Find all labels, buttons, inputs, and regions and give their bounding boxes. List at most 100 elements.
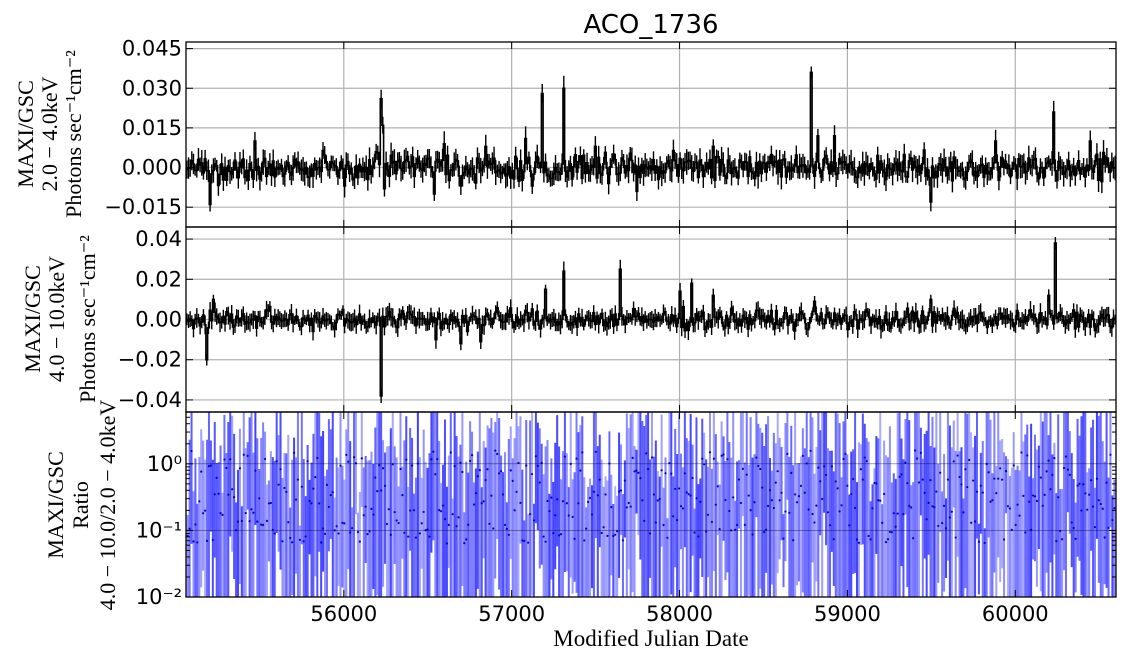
ratio-point [217, 492, 220, 495]
ratio-point [188, 527, 191, 530]
ratio-point [925, 518, 928, 521]
ratio-point [236, 520, 240, 523]
ratio-point [203, 509, 207, 512]
ratio-point [221, 513, 224, 516]
ratio-point [643, 519, 646, 523]
x-axis-label: Modified Julian Date [553, 626, 748, 651]
ratio-point [323, 532, 327, 535]
ratio-point [883, 492, 886, 496]
ratio-point [714, 503, 717, 506]
ratio-point [747, 494, 750, 497]
ratio-point [979, 484, 982, 487]
ratio-point [372, 513, 375, 516]
ratio-point [896, 512, 899, 515]
ratio-point [964, 468, 967, 471]
ratio-point [921, 478, 924, 481]
light-curve-line [186, 242, 1116, 397]
ratio-point [517, 461, 520, 465]
ratio-point [474, 492, 478, 495]
ylabel-soft-line2: 2.0 − 4.0keV [37, 76, 62, 191]
ratio-point [1072, 526, 1075, 530]
y-tick-label: 10⁻¹ [136, 518, 182, 542]
ratio-point [267, 502, 271, 505]
ratio-point [1008, 507, 1011, 510]
ratio-point [296, 478, 300, 481]
ratio-point [944, 527, 948, 530]
ratio-point [351, 527, 354, 530]
ratio-point [494, 449, 497, 452]
ratio-point [635, 469, 638, 472]
ratio-point [724, 498, 727, 502]
ratio-point [823, 465, 826, 468]
ratio-point [565, 502, 568, 505]
ratio-point [554, 514, 557, 517]
ratio-point [768, 489, 772, 492]
ratio-point [587, 500, 590, 504]
ratio-point [320, 541, 323, 544]
ratio-point [646, 468, 650, 471]
ratio-point [211, 538, 214, 542]
ratio-point [337, 532, 340, 535]
ratio-point [441, 504, 445, 507]
ratio-point [1090, 479, 1093, 482]
ratio-point [610, 506, 613, 509]
ratio-point [202, 512, 205, 515]
ratio-point [298, 538, 301, 541]
ratio-point [1091, 505, 1095, 508]
ratio-point [621, 539, 625, 542]
ratio-point [679, 505, 683, 508]
ratio-point [461, 470, 464, 474]
ratio-point [993, 477, 996, 480]
ratio-point [614, 533, 617, 536]
ratio-point [523, 539, 526, 542]
ratio-point [583, 539, 586, 542]
ratio-point [1082, 483, 1085, 486]
ratio-point [879, 499, 882, 502]
ratio-point [759, 467, 762, 471]
ratio-point [501, 493, 505, 496]
ratio-point [387, 508, 390, 511]
ratio-point [1002, 538, 1006, 541]
ratio-point [877, 499, 880, 502]
ratio-point [821, 497, 824, 501]
ratio-point [225, 466, 228, 470]
ratio-point [1037, 465, 1040, 468]
ratio-point [1004, 470, 1008, 473]
ratio-point [917, 481, 921, 484]
ratio-point [983, 541, 986, 545]
ratio-point [219, 512, 222, 515]
ratio-point [488, 522, 491, 525]
ratio-point [596, 494, 599, 497]
ratio-point [863, 456, 866, 459]
ratio-point [602, 526, 605, 529]
panel-soft-band: −0.015 0.000 0.015 0.030 0.045 MAXI/GSC 2.0 … [13, 37, 1117, 228]
ratio-point [1097, 499, 1100, 502]
ratio-point [308, 499, 311, 503]
ratio-point [465, 538, 468, 541]
ratio-point [956, 454, 959, 457]
y-tick-label: 0.02 [135, 267, 182, 291]
ratio-point [923, 491, 926, 494]
ratio-point [443, 518, 447, 521]
ratio-point [763, 531, 766, 534]
ratio-point [594, 450, 597, 453]
ratio-point [544, 540, 547, 543]
ratio-point [1016, 503, 1019, 506]
ratio-point [345, 453, 348, 456]
ratio-point [817, 466, 820, 469]
ratio-point [360, 457, 363, 460]
ratio-point [830, 465, 833, 468]
ratio-point [552, 532, 555, 535]
ratio-point [563, 455, 567, 458]
ratio-point [352, 456, 356, 459]
ratio-point [422, 510, 425, 514]
ratio-point [292, 451, 296, 454]
ratio-point [469, 459, 472, 463]
y-tick-label: 0.030 [122, 76, 182, 100]
ratio-point [573, 537, 576, 541]
ratio-point [677, 487, 681, 490]
ratio-point [898, 475, 901, 478]
ratio-point [927, 501, 930, 504]
ratio-point [287, 521, 290, 524]
ratio-point [1111, 518, 1114, 522]
